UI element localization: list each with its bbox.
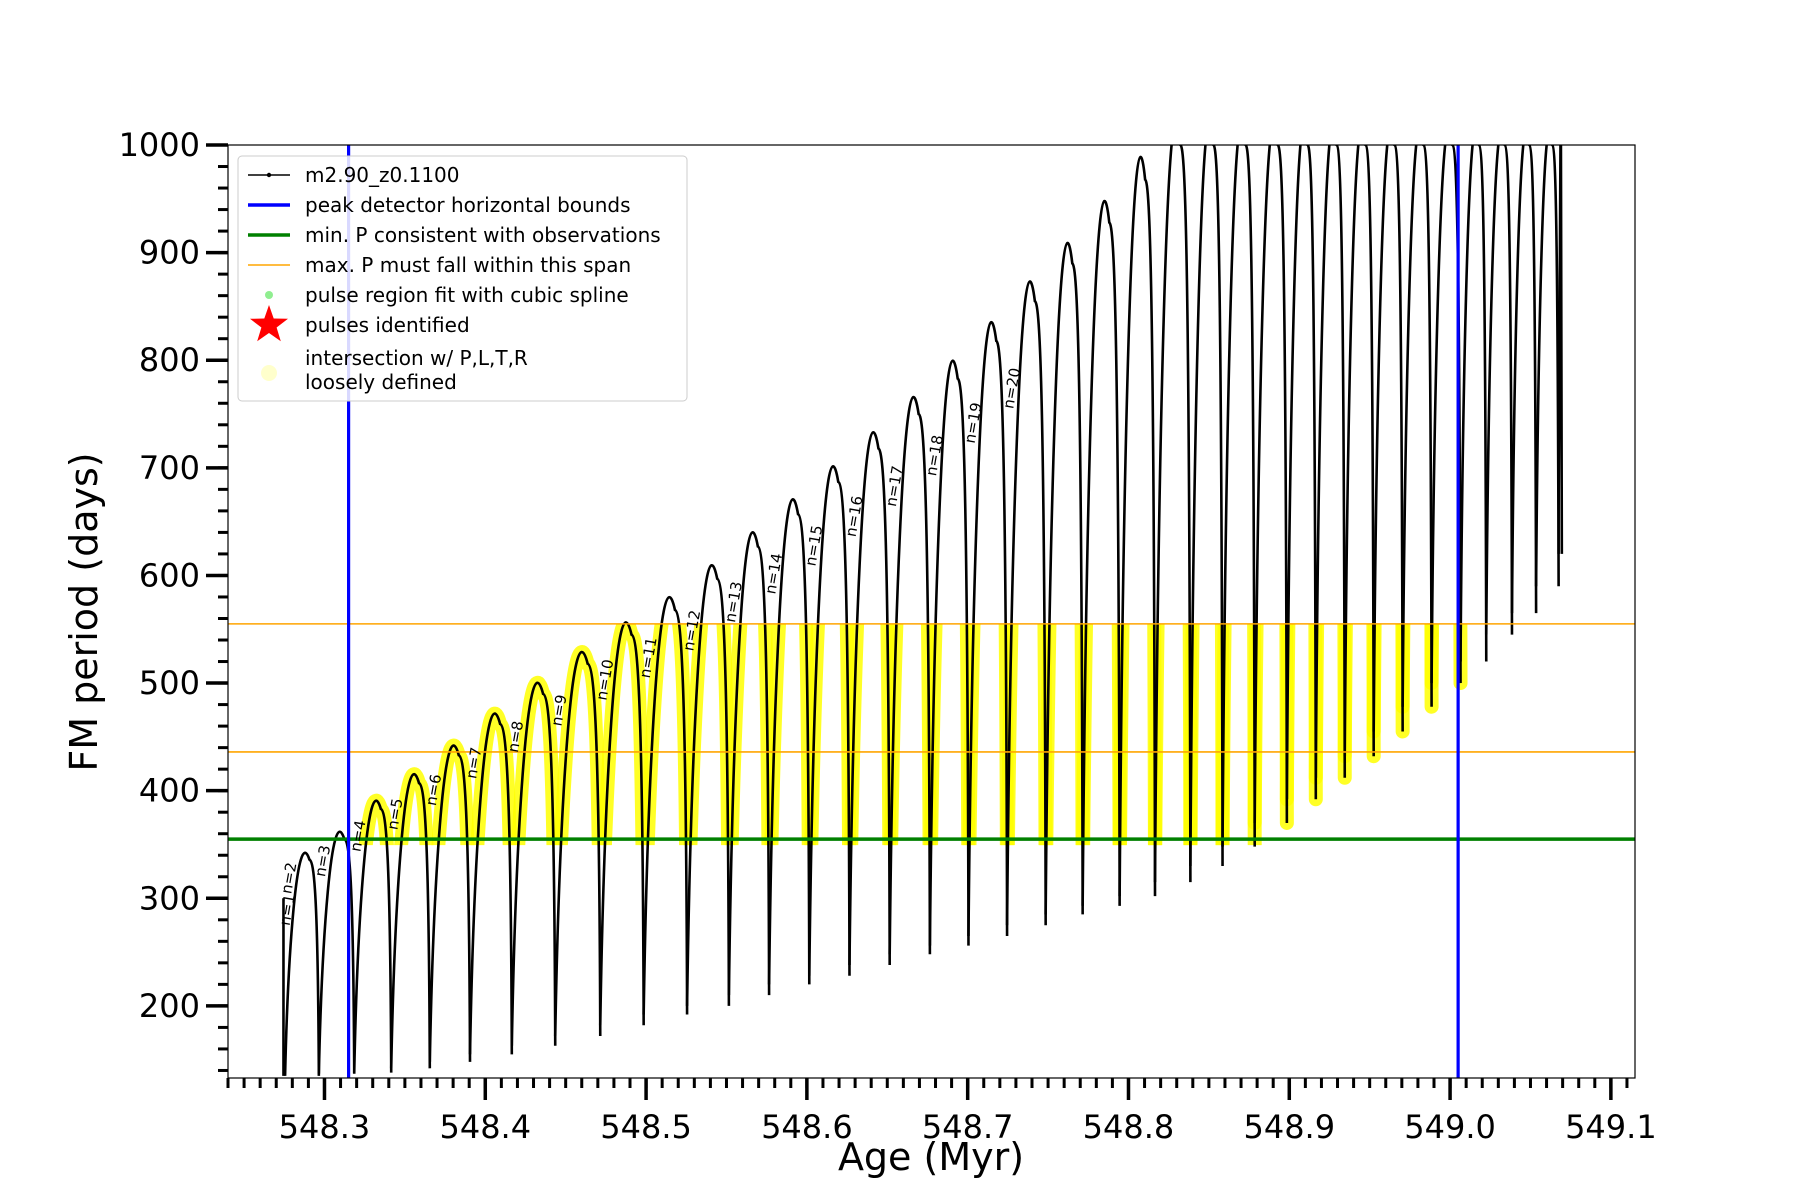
- pulse-curve: [1153, 145, 1192, 883]
- legend-dot-icon: [266, 172, 272, 178]
- legend-label: intersection w/ P,L,T,R: [305, 346, 528, 370]
- pulse-curve: [1221, 145, 1257, 847]
- pulse-curve: [1343, 145, 1375, 757]
- legend-item: peak detector horizontal bounds: [248, 193, 631, 217]
- y-axis-label: FM period (days): [62, 452, 106, 771]
- pulse-curve: [928, 359, 970, 946]
- legend-dot-icon: [265, 291, 273, 299]
- legend-item: m2.90_z0.1100: [248, 163, 460, 187]
- pulse-curve: [727, 531, 771, 996]
- pulse-curve: [1044, 241, 1084, 915]
- pulse-curve: [1401, 145, 1433, 707]
- pulse-curve: [1534, 145, 1560, 587]
- pulse-curve: [967, 321, 1009, 936]
- pulse-curve: [685, 563, 731, 1006]
- legend-label: pulse region fit with cubic spline: [305, 283, 629, 307]
- pulse-label: n=4: [346, 819, 369, 853]
- legend-box: [237, 155, 688, 402]
- pulse-curve: [553, 650, 602, 1037]
- pulse-curve: [1372, 145, 1404, 732]
- pulse-curve: [510, 681, 557, 1046]
- x-tick-label: 548.6: [761, 1108, 853, 1146]
- legend-label: m2.90_z0.1100: [305, 163, 460, 187]
- hline-layer: [228, 623, 1635, 841]
- pulse-curve: [1459, 145, 1488, 662]
- pulse-label: n=9: [547, 693, 570, 727]
- star-icon: [250, 305, 288, 342]
- pulse-label: n=6: [422, 773, 445, 807]
- x-tick-label: 548.7: [922, 1108, 1014, 1146]
- y-tick-label: 700: [139, 449, 200, 487]
- pulse-curve: [389, 773, 432, 1069]
- y-tick-label: 800: [139, 341, 200, 379]
- pulse-curve: [283, 851, 321, 1076]
- y-tick-label: 1000: [119, 126, 200, 164]
- x-tick-label: 548.5: [600, 1108, 692, 1146]
- pulse-curve: [1253, 145, 1289, 823]
- y-tick-label: 300: [139, 879, 200, 917]
- x-tick-label: 548.3: [279, 1108, 371, 1146]
- pulse-curve: [642, 595, 689, 1015]
- legend-item: pulse region fit with cubic spline: [265, 283, 629, 307]
- pulse-label: n=2: [277, 861, 300, 895]
- pulse-label: n=1: [276, 893, 299, 927]
- pulse-label: n=3: [311, 844, 334, 878]
- legend-item: pulses identified: [250, 305, 470, 342]
- x-tick-label: 548.8: [1083, 1108, 1175, 1146]
- pulse-label: n=8: [504, 720, 527, 754]
- legend-label: max. P must fall within this span: [305, 253, 631, 277]
- pulse-curve: [1484, 145, 1514, 635]
- pulse-curve: [1189, 145, 1224, 867]
- x-axis: 548.3 548.4 548.5 548.6 548.7 548.8 548.9 549.0…: [226, 1078, 1657, 1146]
- pulse-curve: [1005, 280, 1047, 926]
- plot-frame: [227, 144, 1636, 1079]
- pulse-curve: [1285, 145, 1318, 800]
- pulse-curve: [1118, 155, 1157, 897]
- pulse-curve: [1557, 145, 1564, 554]
- legend-item: min. P consistent with observations: [248, 223, 661, 247]
- pulse-label: n=5: [383, 797, 406, 831]
- pulse-curve: [767, 498, 811, 985]
- legend-circle-icon: [261, 365, 277, 381]
- y-axis: 200 300 400 500 600 700 800 900 1000: [119, 126, 228, 1072]
- legend-item: max. P must fall within this span: [248, 253, 631, 277]
- pulse-curve: [848, 431, 891, 966]
- series-layer: [282, 145, 1564, 1076]
- pulse-curve: [1510, 145, 1538, 614]
- y-tick-label: 900: [139, 234, 200, 272]
- pulse-label: n=7: [462, 746, 485, 780]
- y-tick-label: 500: [139, 664, 200, 702]
- legend-label: pulses identified: [305, 313, 470, 337]
- x-tick-label: 548.9: [1243, 1108, 1335, 1146]
- legend-label: peak detector horizontal bounds: [305, 193, 631, 217]
- x-tick-label: 549.1: [1565, 1108, 1657, 1146]
- pulse-curve: [888, 395, 932, 955]
- pulse-curve: [352, 799, 393, 1073]
- legend-label: min. P consistent with observations: [305, 223, 661, 247]
- pulse-curve: [807, 465, 851, 976]
- y-tick-label: 600: [139, 556, 200, 594]
- x-axis-label: Age (Myr): [838, 1135, 1024, 1179]
- x-tick-label: 548.4: [439, 1108, 531, 1146]
- pulse-curve: [468, 712, 514, 1055]
- pulse-curve: [1314, 145, 1347, 778]
- y-tick-label: 400: [139, 772, 200, 810]
- y-tick-label: 200: [139, 987, 200, 1025]
- x-tick-label: 549.0: [1404, 1108, 1496, 1146]
- pulse-curve: [1081, 199, 1121, 906]
- legend-label: loosely defined: [305, 370, 457, 394]
